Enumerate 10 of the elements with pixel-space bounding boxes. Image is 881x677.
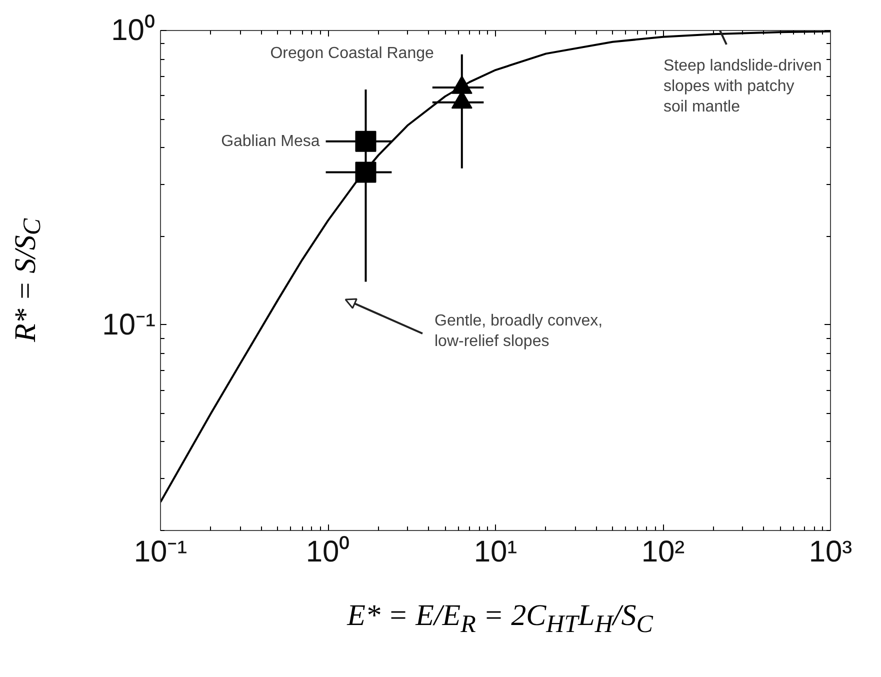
x-tick-label: 10⁻¹ (134, 536, 188, 568)
legend-label: Oregon Coastal Range (270, 45, 434, 62)
x-tick-label: 10³ (808, 536, 852, 568)
x-tick-label: 10² (641, 536, 685, 568)
annotation: Gentle, broadly convex, low-relief slopes (434, 312, 603, 350)
annotation: Steep landslide-driven slopes with patchy soil mantle (664, 58, 822, 116)
x-tick-label: 10¹ (474, 536, 518, 568)
x-tick-label: 10⁰ (306, 536, 350, 568)
text: Gablian Mesa (221, 132, 320, 150)
x-axis-title: E* = E/E$_{R}$ = 2C$_{HT}$L$_{H}$/S$_{C}$ (347, 598, 653, 640)
